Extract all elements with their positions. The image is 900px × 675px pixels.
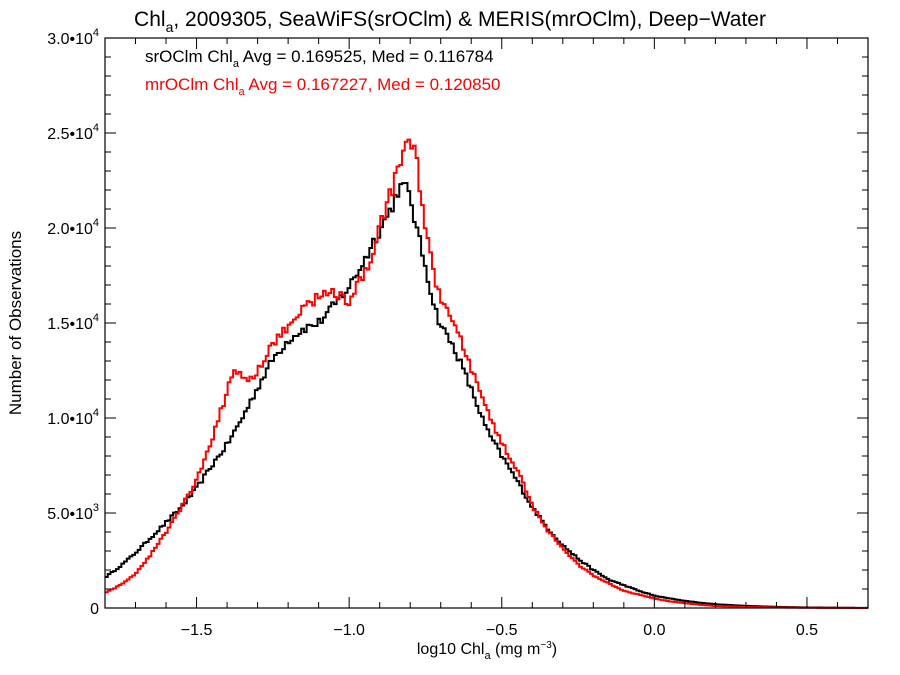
x-axis: −1.5 −1.0 −0.5 0.0 0.5 [104,38,869,639]
series-group [105,138,868,609]
y-tick-label: 5.0•103 [47,502,99,523]
y-tick-label: 3.0•104 [47,27,99,48]
y-axis-label: Number of Observations [6,231,25,415]
y-tick-label: 1.0•104 [47,407,99,428]
x-tick-label: 0.0 [643,622,665,639]
plot-area: −1.5 −1.0 −0.5 0.0 0.5 0 5.0•103 1.0•104 1.5•10… [47,27,869,639]
annotation-sroclm: srOClm Chla Avg = 0.169525, Med = 0.1167… [145,47,494,70]
x-tick-label: 0.5 [796,622,818,639]
y-tick-label: 2.5•104 [47,122,99,143]
y-axis: 0 5.0•103 1.0•104 1.5•104 2.0•104 2.5•104 3.0•… [47,27,868,618]
chart-title: Chla, 2009305, SeaWiFS(srOClm) & MERIS(m… [134,8,766,35]
x-axis-label: log10 Chla (mg m−3) [417,640,557,662]
series-line-mroclm [105,138,868,609]
series-line-sroclm [105,182,868,609]
y-tick-label: 2.0•104 [47,217,99,238]
x-tick-label: −1.5 [181,622,213,639]
x-tick-label: −0.5 [486,622,518,639]
legend-annotations: srOClm Chla Avg = 0.169525, Med = 0.1167… [145,47,500,98]
y-tick-label: 1.5•104 [47,312,99,333]
annotation-mroclm: mrOClm Chla Avg = 0.167227, Med = 0.1208… [145,75,500,98]
x-tick-label: −1.0 [333,622,365,639]
y-tick-label: 0 [90,601,99,618]
